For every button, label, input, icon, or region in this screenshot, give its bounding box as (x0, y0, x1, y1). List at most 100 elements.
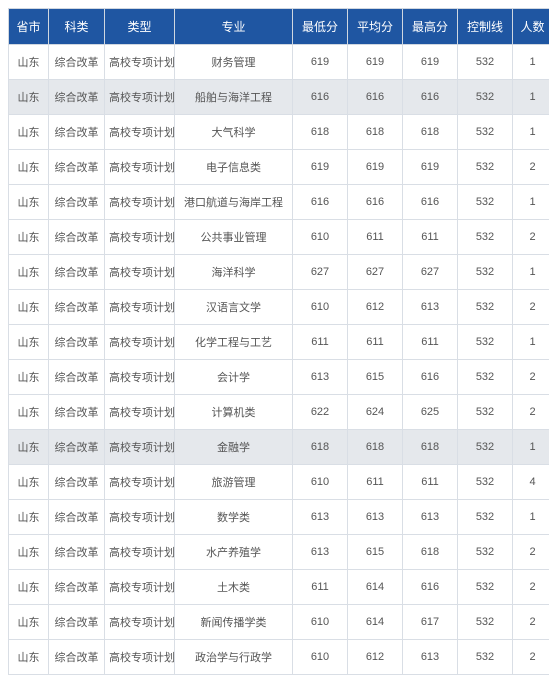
cell: 613 (293, 500, 348, 535)
col-header-8: 人数 (513, 9, 549, 45)
cell: 2 (513, 290, 549, 325)
cell: 532 (458, 150, 513, 185)
cell: 船舶与海洋工程 (175, 80, 293, 115)
cell: 大气科学 (175, 115, 293, 150)
cell: 1 (513, 115, 549, 150)
cell: 619 (348, 150, 403, 185)
cell: 高校专项计划 (105, 360, 175, 395)
cell: 山东 (9, 500, 49, 535)
col-header-6: 最高分 (403, 9, 458, 45)
cell: 613 (403, 640, 458, 675)
cell: 2 (513, 360, 549, 395)
cell: 532 (458, 360, 513, 395)
cell: 高校专项计划 (105, 640, 175, 675)
cell: 625 (403, 395, 458, 430)
cell: 616 (403, 570, 458, 605)
cell: 综合改革 (49, 325, 105, 360)
cell: 611 (293, 325, 348, 360)
cell: 综合改革 (49, 290, 105, 325)
cell: 2 (513, 395, 549, 430)
cell: 综合改革 (49, 500, 105, 535)
cell: 532 (458, 45, 513, 80)
cell: 616 (348, 185, 403, 220)
cell: 土木类 (175, 570, 293, 605)
cell: 高校专项计划 (105, 570, 175, 605)
cell: 公共事业管理 (175, 220, 293, 255)
table-row: 山东综合改革高校专项计划大气科学6186186185321 (9, 115, 549, 150)
cell: 532 (458, 535, 513, 570)
cell: 综合改革 (49, 535, 105, 570)
table-row: 山东综合改革高校专项计划计算机类6226246255322 (9, 395, 549, 430)
col-header-1: 科类 (49, 9, 105, 45)
cell: 2 (513, 535, 549, 570)
cell: 山东 (9, 290, 49, 325)
cell: 综合改革 (49, 465, 105, 500)
cell: 高校专项计划 (105, 325, 175, 360)
cell: 619 (293, 150, 348, 185)
table-row: 山东综合改革高校专项计划会计学6136156165322 (9, 360, 549, 395)
cell: 627 (293, 255, 348, 290)
cell: 综合改革 (49, 220, 105, 255)
cell: 532 (458, 500, 513, 535)
table-row: 山东综合改革高校专项计划汉语言文学6106126135322 (9, 290, 549, 325)
cell: 旅游管理 (175, 465, 293, 500)
cell: 高校专项计划 (105, 605, 175, 640)
cell: 618 (348, 430, 403, 465)
table-row: 山东综合改革高校专项计划新闻传播学类6106146175322 (9, 605, 549, 640)
cell: 2 (513, 640, 549, 675)
cell: 山东 (9, 220, 49, 255)
admission-score-table: 省市科类类型专业最低分平均分最高分控制线人数 山东综合改革高校专项计划财务管理6… (8, 8, 549, 675)
cell: 617 (403, 605, 458, 640)
cell: 611 (348, 220, 403, 255)
col-header-0: 省市 (9, 9, 49, 45)
cell: 624 (348, 395, 403, 430)
cell: 综合改革 (49, 255, 105, 290)
cell: 627 (348, 255, 403, 290)
cell: 1 (513, 45, 549, 80)
cell: 高校专项计划 (105, 220, 175, 255)
cell: 化学工程与工艺 (175, 325, 293, 360)
cell: 综合改革 (49, 80, 105, 115)
cell: 610 (293, 640, 348, 675)
cell: 高校专项计划 (105, 430, 175, 465)
cell: 4 (513, 465, 549, 500)
cell: 616 (348, 80, 403, 115)
cell: 山东 (9, 185, 49, 220)
table-row: 山东综合改革高校专项计划船舶与海洋工程6166166165321 (9, 80, 549, 115)
cell: 612 (348, 640, 403, 675)
cell: 山东 (9, 360, 49, 395)
cell: 611 (348, 465, 403, 500)
cell: 615 (348, 535, 403, 570)
cell: 高校专项计划 (105, 150, 175, 185)
cell: 高校专项计划 (105, 255, 175, 290)
cell: 财务管理 (175, 45, 293, 80)
cell: 高校专项计划 (105, 80, 175, 115)
cell: 616 (293, 185, 348, 220)
cell: 1 (513, 185, 549, 220)
col-header-2: 类型 (105, 9, 175, 45)
cell: 山东 (9, 395, 49, 430)
cell: 2 (513, 605, 549, 640)
cell: 532 (458, 255, 513, 290)
cell: 532 (458, 430, 513, 465)
table-row: 山东综合改革高校专项计划港口航道与海岸工程6166166165321 (9, 185, 549, 220)
cell: 613 (293, 360, 348, 395)
cell: 613 (403, 290, 458, 325)
col-header-3: 专业 (175, 9, 293, 45)
cell: 高校专项计划 (105, 290, 175, 325)
cell: 高校专项计划 (105, 45, 175, 80)
cell: 622 (293, 395, 348, 430)
cell: 611 (348, 325, 403, 360)
cell: 618 (293, 430, 348, 465)
cell: 532 (458, 290, 513, 325)
cell: 618 (403, 430, 458, 465)
cell: 会计学 (175, 360, 293, 395)
cell: 1 (513, 500, 549, 535)
cell: 综合改革 (49, 150, 105, 185)
cell: 山东 (9, 640, 49, 675)
cell: 618 (293, 115, 348, 150)
cell: 海洋科学 (175, 255, 293, 290)
cell: 532 (458, 465, 513, 500)
cell: 计算机类 (175, 395, 293, 430)
cell: 高校专项计划 (105, 500, 175, 535)
